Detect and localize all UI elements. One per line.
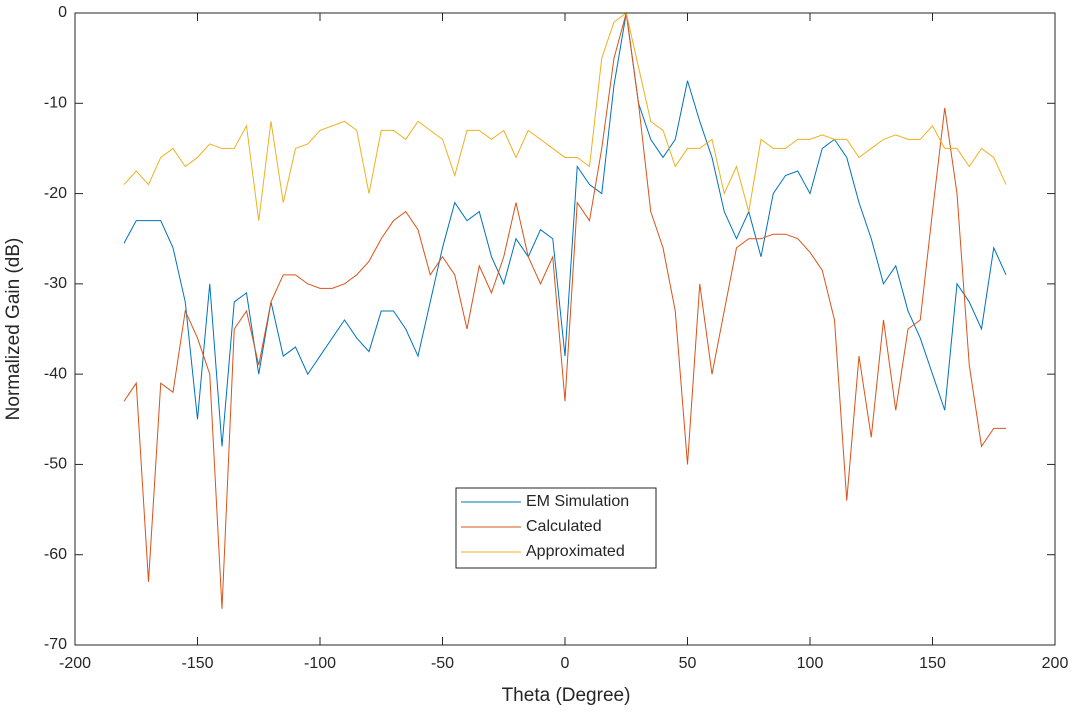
y-tick-label: 0 [58,4,67,21]
data-line [123,12,1007,221]
legend-box [455,487,657,569]
x-tick-label: 100 [797,655,824,672]
x-tick-label: -100 [304,655,336,672]
legend: EM Simulation Calculated Approximated [455,487,657,569]
y-tick-label: -30 [44,275,67,292]
y-tick-label: -50 [44,456,67,473]
y-tick-label: -40 [44,365,67,382]
data-line [123,12,1006,609]
y-tick-label: -60 [44,546,67,563]
x-tick-label: 200 [1042,655,1069,672]
x-tick-label: -200 [59,655,91,672]
x-tick-label: -150 [181,655,213,672]
legend-label: Approximated [526,543,625,560]
x-tick-label: 150 [919,655,946,672]
y-tick-label: -10 [44,95,67,112]
x-tick-label: 50 [679,655,697,672]
y-axis-label: Normalized Gain (dB) [3,238,24,421]
y-tick-label: -70 [44,636,67,653]
x-tick-label: -50 [431,655,454,672]
x-axis-label: Theta (Degree) [502,685,631,706]
x-tick-label: 0 [561,655,570,672]
axes-box [74,12,1056,646]
legend-label: EM Simulation [526,493,629,510]
legend-label: Calculated [526,518,602,535]
y-tick-label: -20 [44,185,67,202]
